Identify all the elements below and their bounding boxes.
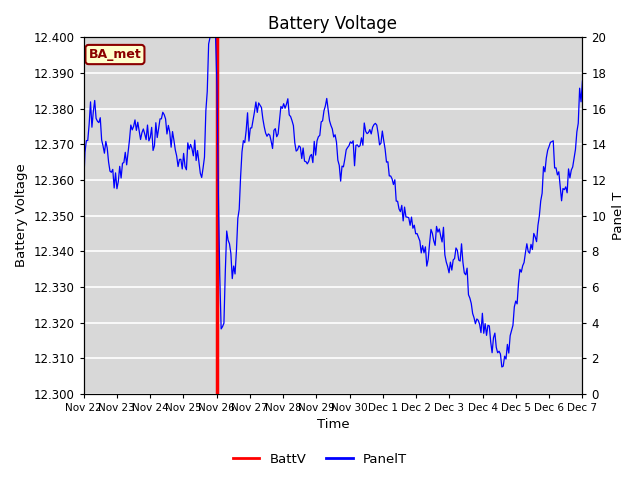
X-axis label: Time: Time (317, 419, 349, 432)
Title: Battery Voltage: Battery Voltage (269, 15, 397, 33)
Legend: BattV, PanelT: BattV, PanelT (227, 447, 413, 471)
Y-axis label: Panel T: Panel T (612, 192, 625, 240)
Y-axis label: Battery Voltage: Battery Voltage (15, 164, 28, 267)
Text: BA_met: BA_met (88, 48, 141, 61)
